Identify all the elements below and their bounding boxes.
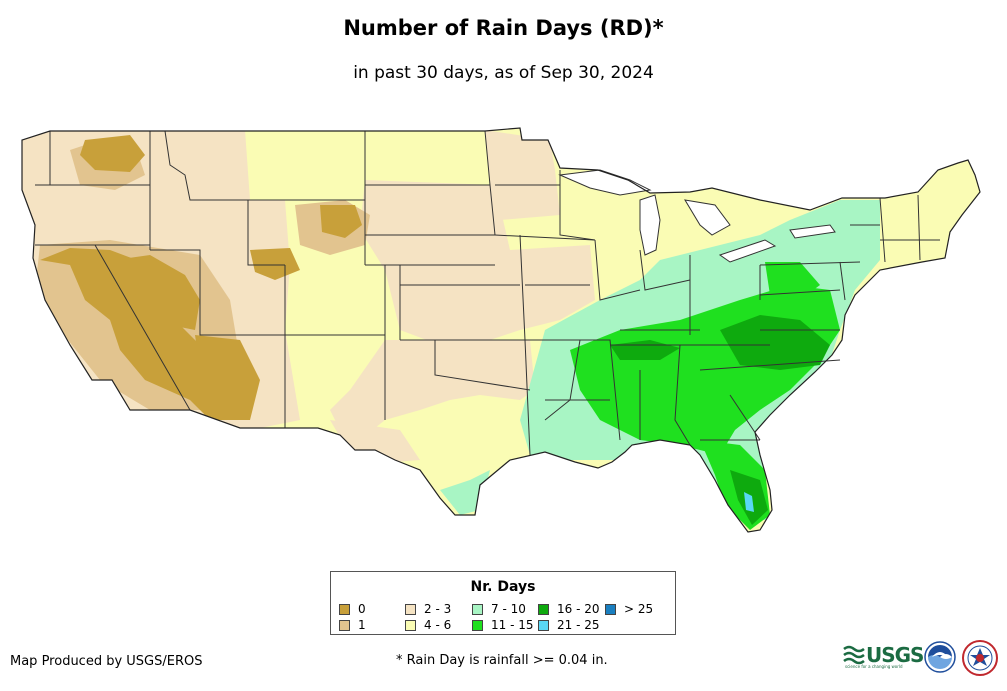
legend-label-0: 0: [358, 602, 366, 616]
rain-zones: [22, 128, 980, 532]
zone-nevada-0: [115, 255, 200, 330]
usgs-logo: USGS science for a changing world: [843, 643, 924, 669]
footnote: * Rain Day is rainfall >= 0.04 in.: [396, 653, 608, 668]
zone-dakota-2-3: [485, 130, 560, 220]
lake-michigan: [639, 194, 661, 256]
zone-florida-21-25: [744, 492, 754, 512]
noaa-logo-icon: [924, 641, 956, 673]
legend-label-7: 21 - 25: [557, 618, 600, 632]
zone-texas-2-3: [330, 340, 535, 440]
zone-wyoming-0: [320, 205, 362, 238]
lake-huron: [684, 199, 731, 236]
map-title: Number of Rain Days (RD)*: [343, 16, 664, 40]
legend-label-3: 4 - 6: [424, 618, 452, 632]
legend-item-6: 16 - 20: [538, 602, 600, 616]
legend-item-0: 0: [339, 602, 366, 616]
legend-label-8: > 25: [624, 602, 654, 616]
state-boundaries: [35, 130, 940, 456]
legend-label-4: 7 - 10: [491, 602, 526, 616]
zone-colorado-0: [250, 248, 300, 280]
usgs-logo-tagline: science for a changing world: [845, 664, 903, 669]
legend-swatch-6: [538, 604, 549, 615]
zone-appalachia-11-15: [765, 262, 820, 300]
legend-item-4: 7 - 10: [472, 602, 526, 616]
usgs-logo-text: USGS: [866, 643, 924, 667]
nws-logo-icon: [962, 640, 998, 676]
legend-item-1: 1: [339, 618, 366, 632]
legend-swatch-1: [339, 620, 350, 631]
legend-label-5: 11 - 15: [491, 618, 534, 632]
zone-arizona-0: [190, 335, 260, 420]
legend-label-6: 16 - 20: [557, 602, 600, 616]
legend-swatch-8: [605, 604, 616, 615]
lake-superior: [558, 169, 652, 196]
legend-swatch-0: [339, 604, 350, 615]
legend-swatch-3: [405, 620, 416, 631]
zone-carolinas-16-20: [720, 315, 830, 370]
lake-ontario: [789, 224, 836, 239]
legend-item-7: 21 - 25: [538, 618, 600, 632]
legend-label-1: 1: [358, 618, 366, 632]
great-lakes: [558, 169, 836, 263]
legend-swatch-7: [538, 620, 549, 631]
legend-title: Nr. Days: [470, 579, 536, 595]
legend-label-2: 2 - 3: [424, 602, 452, 616]
usgs-wave-icon: [843, 645, 865, 665]
legend-item-3: 4 - 6: [405, 618, 451, 632]
map-credit: Map Produced by USGS/EROS: [10, 654, 203, 669]
legend-swatch-2: [405, 604, 416, 615]
zone-washington-0: [80, 135, 145, 172]
legend-swatch-5: [472, 620, 483, 631]
legend-item-8: > 25: [605, 602, 653, 616]
lake-erie: [718, 239, 777, 263]
legend: Nr. Days 0 1 2 - 3 4 - 6 7 - 10 11 - 15 …: [330, 571, 676, 635]
zone-wtexas-2-3: [330, 420, 420, 462]
legend-item-5: 11 - 15: [472, 618, 534, 632]
map-subtitle: in past 30 days, as of Sep 30, 2024: [353, 63, 654, 83]
legend-item-2: 2 - 3: [405, 602, 451, 616]
zone-plains-2-3: [360, 180, 595, 345]
legend-swatch-4: [472, 604, 483, 615]
